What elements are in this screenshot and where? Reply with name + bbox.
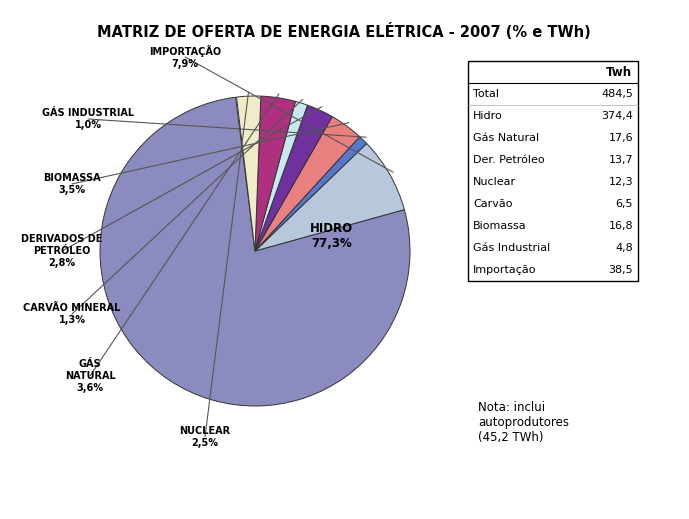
Text: GÁS
NATURAL
3,6%: GÁS NATURAL 3,6% [65,359,115,392]
Text: MATRIZ DE OFERTA DE ENERGIA ELÉTRICA - 2007 (% e TWh): MATRIZ DE OFERTA DE ENERGIA ELÉTRICA - 2… [97,23,591,40]
Text: Nuclear: Nuclear [473,177,516,187]
Wedge shape [255,117,360,251]
Text: Nota: inclui
autoprodutores
(45,2 TWh): Nota: inclui autoprodutores (45,2 TWh) [478,401,569,444]
Text: GÁS INDUSTRIAL
1,0%: GÁS INDUSTRIAL 1,0% [42,108,134,130]
Text: Gás Natural: Gás Natural [473,133,539,143]
Text: 12,3: 12,3 [608,177,633,187]
Text: 374,4: 374,4 [601,111,633,121]
Text: 13,7: 13,7 [608,155,633,165]
Text: Gás Industrial: Gás Industrial [473,243,551,253]
Text: DERIVADOS DE
PETRÓLEO
2,8%: DERIVADOS DE PETRÓLEO 2,8% [21,235,103,268]
Bar [468,61,638,281]
Wedge shape [255,143,404,251]
Wedge shape [255,101,307,251]
Text: Biomassa: Biomassa [473,221,526,231]
Text: CARVÃO MINERAL
1,3%: CARVÃO MINERAL 1,3% [23,303,121,325]
Text: 38,5: 38,5 [608,265,633,275]
Text: NUCLEAR
2,5%: NUCLEAR 2,5% [179,426,231,448]
Text: Der. Petróleo: Der. Petróleo [473,155,544,165]
Text: IMPORTAÇÃO
7,9%: IMPORTAÇÃO 7,9% [149,45,221,69]
Text: 6,5: 6,5 [615,199,633,209]
Wedge shape [100,97,410,406]
Text: 484,5: 484,5 [601,89,633,99]
Wedge shape [255,136,367,251]
Wedge shape [255,105,332,251]
Wedge shape [255,96,296,251]
Text: Twh: Twh [606,65,632,78]
Text: Total: Total [473,89,499,99]
Wedge shape [236,96,261,251]
Text: Importação: Importação [473,265,537,275]
Text: 4,8: 4,8 [615,243,633,253]
Text: 17,6: 17,6 [608,133,633,143]
Text: 16,8: 16,8 [608,221,633,231]
Text: BIOMASSA
3,5%: BIOMASSA 3,5% [43,173,101,195]
Text: Carvão: Carvão [473,199,513,209]
Text: Hidro: Hidro [473,111,503,121]
Text: HIDRO
77,3%: HIDRO 77,3% [310,222,353,250]
